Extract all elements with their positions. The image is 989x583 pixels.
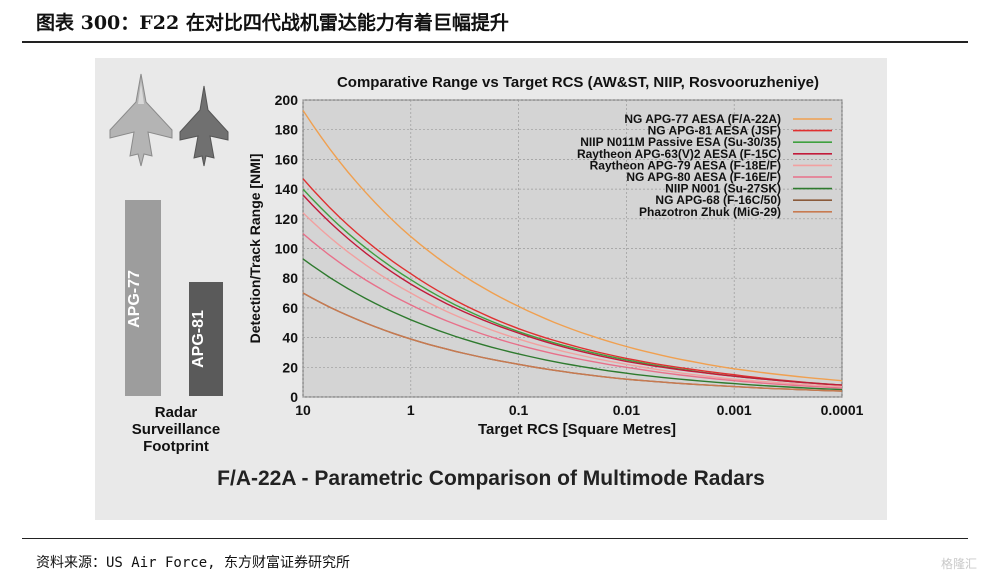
x-tick-label: 10 xyxy=(295,402,311,418)
x-tick-label: 0.001 xyxy=(717,402,752,418)
series-line xyxy=(302,292,843,392)
y-tick-label: 120 xyxy=(275,211,299,227)
legend-label: NIIP N011M Passive ESA (Su-30/35) xyxy=(580,135,781,149)
series-line xyxy=(302,258,843,391)
bottom-caption: F/A-22A - Parametric Comparison of Multi… xyxy=(217,467,765,490)
series-line xyxy=(302,233,843,389)
footprint-caption: Radar Surveillance Footprint xyxy=(116,404,236,455)
y-tick-label: 140 xyxy=(275,181,299,197)
legend-label: NIIP N001 (Su-27SK) xyxy=(665,182,781,196)
x-tick-label: 0.1 xyxy=(509,402,529,418)
series-line xyxy=(302,110,843,382)
y-tick-label: 180 xyxy=(275,122,299,138)
y-tick-label: 80 xyxy=(282,270,298,286)
source-note: 资料来源：US Air Force, 东方财富证券研究所 xyxy=(36,555,351,571)
legend-label: NG APG-80 AESA (F-16E/F) xyxy=(626,170,781,184)
legend-label: Raytheon APG-63(V)2 AESA (F-15C) xyxy=(577,147,781,161)
apg77-footprint-bar xyxy=(125,200,161,396)
series-line xyxy=(302,178,843,386)
legend-label: Phazotron Zhuk (MiG-29) xyxy=(639,205,781,219)
y-tick-label: 0 xyxy=(290,389,298,405)
figure-title: 图表 300：F22 在对比四代战机雷达能力有着巨幅提升 xyxy=(36,12,509,34)
y-tick-label: 160 xyxy=(275,151,299,167)
legend-label: Raytheon APG-79 AESA (F-18E/F) xyxy=(590,158,781,172)
y-tick-label: 60 xyxy=(282,300,298,316)
x-tick-label: 1 xyxy=(407,402,415,418)
f35-jet-icon xyxy=(179,85,229,167)
chart-title: Comparative Range vs Target RCS (AW&ST, … xyxy=(337,74,819,91)
footprint-caption-line: Surveillance xyxy=(131,421,221,438)
y-tick-label: 200 xyxy=(275,92,299,108)
footprint-caption-line: Footprint xyxy=(143,438,209,455)
footprint-caption-line: Radar xyxy=(154,404,198,421)
x-axis-label: Target RCS [Square Metres] xyxy=(478,421,676,438)
series-line xyxy=(302,212,843,388)
watermark-logo: 格隆汇 xyxy=(940,557,977,571)
x-tick-label: 0.01 xyxy=(613,402,640,418)
legend-label: NG APG-81 AESA (JSF) xyxy=(648,124,781,138)
legend-label: NG APG-68 (F-16C/50) xyxy=(655,193,781,207)
y-tick-label: 20 xyxy=(282,359,298,375)
series-line xyxy=(302,194,843,386)
top-rule xyxy=(22,41,968,43)
y-tick-label: 40 xyxy=(282,330,298,346)
y-tick-label: 100 xyxy=(275,241,299,257)
y-axis-label: Detection/Track Range [NMI] xyxy=(247,154,263,344)
f22-jet-icon xyxy=(109,73,173,167)
x-tick-label: 0.0001 xyxy=(821,402,864,418)
apg81-footprint-bar xyxy=(189,282,223,396)
legend-label: NG APG-77 AESA (F/A-22A) xyxy=(624,112,781,126)
bottom-rule xyxy=(22,538,968,539)
